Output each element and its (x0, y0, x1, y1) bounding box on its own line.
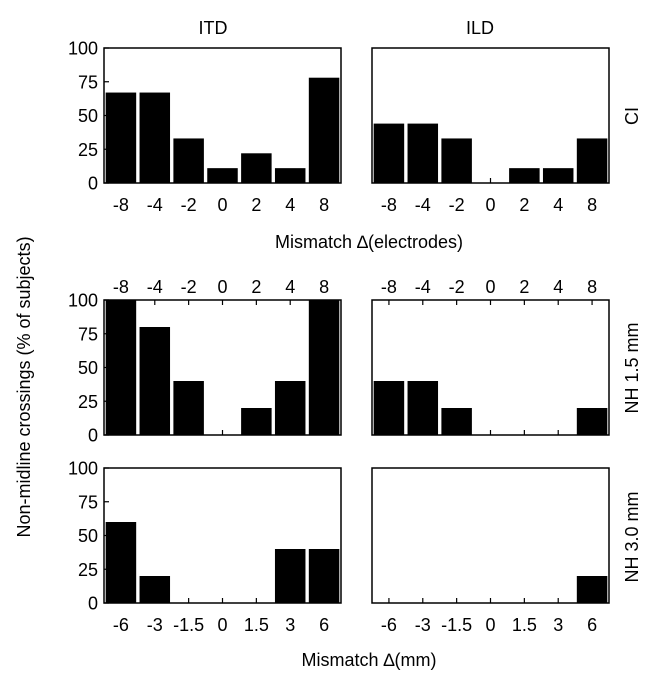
bar (274, 549, 306, 603)
bar (173, 138, 204, 183)
bar (139, 327, 171, 435)
x-tick-label: 8 (587, 195, 597, 215)
column-title-itd: ITD (199, 18, 228, 38)
x-tick-label: -8 (381, 195, 397, 215)
x-tick-label: 0 (485, 195, 495, 215)
panel-3-2: -6 -3 -1.5 0 1.5 3 6 (371, 467, 610, 635)
bar (509, 168, 540, 183)
bar (207, 168, 238, 183)
bar (274, 168, 306, 183)
x-tick-label: 1.5 (512, 615, 537, 635)
x-tick-label-top: -4 (415, 277, 431, 297)
x-tick-label-top: -4 (147, 277, 163, 297)
y-tick-label: 25 (78, 560, 98, 580)
y-tick-label: 75 (78, 72, 98, 92)
row-label-ci: CI (622, 107, 642, 125)
y-tick-label: 75 (78, 492, 98, 512)
y-tick-label: 0 (88, 594, 98, 614)
x-tick-label-top: 4 (553, 277, 563, 297)
x-tick-label: -2 (449, 195, 465, 215)
x-tick-label-top: -2 (181, 277, 197, 297)
x-tick-label-top: -8 (381, 277, 397, 297)
x-tick-label: 4 (285, 195, 295, 215)
x-tick-label: 3 (553, 615, 563, 635)
x-tick-label: -2 (181, 195, 197, 215)
y-tick-label: 0 (88, 426, 98, 446)
x-tick-label-top: -2 (449, 277, 465, 297)
x-tick-label: 6 (587, 615, 597, 635)
bar (274, 381, 306, 435)
x-axis-label-electrodes: Mismatch ∆(electrodes) (275, 232, 463, 252)
x-tick-label: 2 (251, 195, 261, 215)
x-tick-label: 6 (319, 615, 329, 635)
bar (105, 92, 137, 183)
bar (139, 92, 171, 183)
x-tick-label-top: 0 (217, 277, 227, 297)
panel-3-1: 0 25 50 75 100 -6 -3 -1.5 0 1.5 3 6 (68, 459, 342, 635)
x-tick-label-top: 2 (251, 277, 261, 297)
panel-1-2: -8 -4 -2 0 2 4 8 (371, 47, 610, 215)
y-tick-label: 50 (78, 106, 98, 126)
bar (407, 381, 439, 435)
bar (308, 300, 340, 435)
y-tick-label: 25 (78, 140, 98, 160)
row-label-nh-1-5-mm: NH 1.5 mm (622, 322, 642, 413)
bar (308, 549, 340, 603)
y-axis-label: Non-midline crossings (% of subjects) (14, 236, 34, 537)
x-tick-label: 1.5 (244, 615, 269, 635)
x-tick-label: -4 (415, 195, 431, 215)
x-tick-label: -8 (113, 195, 129, 215)
x-tick-label-top: -8 (113, 277, 129, 297)
column-title-ild: ILD (466, 18, 494, 38)
y-tick-label: 100 (68, 459, 98, 479)
x-axis-label-mm: Mismatch ∆(mm) (302, 650, 437, 670)
y-tick-label: 50 (78, 358, 98, 378)
y-tick-label: 100 (68, 39, 98, 59)
panel-1-1: 0 25 50 75 100 -8 -4 -2 0 2 4 8 (68, 39, 342, 215)
x-tick-label: -6 (381, 615, 397, 635)
x-tick-label: -6 (113, 615, 129, 635)
x-tick-label: 4 (553, 195, 563, 215)
x-tick-label: 8 (319, 195, 329, 215)
x-tick-label: 2 (519, 195, 529, 215)
x-tick-label: 0 (217, 615, 227, 635)
bar (308, 77, 340, 183)
y-tick-label: 50 (78, 526, 98, 546)
bar (407, 123, 439, 183)
x-tick-label: -4 (147, 195, 163, 215)
panel-2-1: 0 25 50 75 100 -8 -4 -2 0 2 4 8 (68, 277, 342, 446)
x-tick-label: -1.5 (173, 615, 204, 635)
bar (441, 138, 472, 183)
bar (105, 522, 137, 603)
y-tick-label: 100 (68, 291, 98, 311)
x-tick-label-top: 8 (319, 277, 329, 297)
y-tick-label: 75 (78, 324, 98, 344)
x-tick-label-top: 4 (285, 277, 295, 297)
x-tick-label-top: 0 (485, 277, 495, 297)
bar (373, 123, 405, 183)
panel-frame (371, 467, 610, 604)
bar (373, 381, 405, 435)
x-tick-label: 3 (285, 615, 295, 635)
panel-group: 0 25 50 75 100 -8 -4 -2 0 2 4 8 -8 -4 -2 0 2 4 8 0 25 50 75 100… (68, 39, 610, 635)
bar (105, 300, 137, 435)
x-tick-label: 0 (485, 615, 495, 635)
panel-2-2: -8 -4 -2 0 2 4 8 (371, 277, 610, 436)
y-tick-label: 25 (78, 392, 98, 412)
x-tick-label: 0 (217, 195, 227, 215)
bar (542, 168, 574, 183)
x-tick-label-top: 8 (587, 277, 597, 297)
x-tick-label: -3 (147, 615, 163, 635)
x-tick-label: -3 (415, 615, 431, 635)
y-tick-label: 0 (88, 174, 98, 194)
bar (576, 138, 608, 183)
x-tick-label: -1.5 (441, 615, 472, 635)
row-label-nh-3-0-mm: NH 3.0 mm (622, 491, 642, 582)
bar (173, 381, 204, 435)
x-tick-label-top: 2 (519, 277, 529, 297)
